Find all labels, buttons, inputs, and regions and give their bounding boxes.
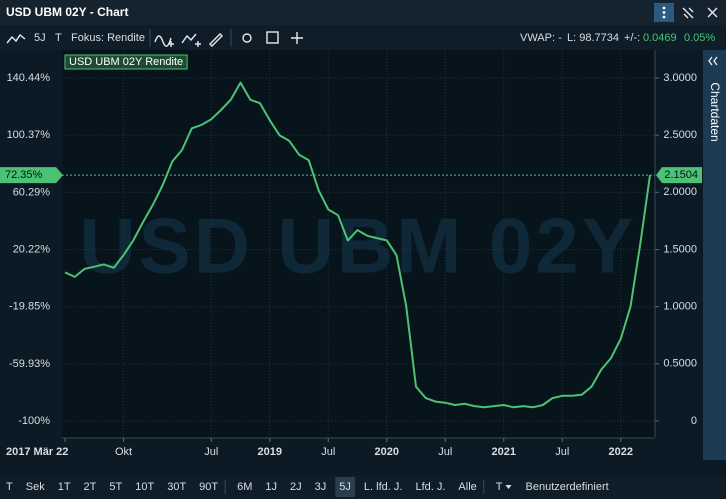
x-tick-label: 2020 bbox=[375, 446, 399, 458]
expand-icon[interactable] bbox=[708, 56, 718, 66]
last-price: L: 98.7734 bbox=[567, 32, 619, 44]
current-flag-right bbox=[656, 167, 702, 184]
y-tick-label: 2.0000 bbox=[663, 186, 697, 198]
settings-icon[interactable] bbox=[242, 33, 252, 43]
y-tick-label: 1.5000 bbox=[663, 243, 697, 255]
x-tick-label: Jul bbox=[555, 446, 569, 458]
chart-type-icon[interactable] bbox=[6, 33, 26, 44]
series-line bbox=[64, 81, 651, 409]
range-buttons: T Sek 1T 2T 5T 10T 30T 90T 6M 1J 2J 3J 5J L. lfd. J. L… bbox=[6, 477, 609, 497]
x-tick-label: Jul bbox=[438, 446, 452, 458]
range-button-label[interactable]: 3J bbox=[315, 481, 327, 493]
y2-tick-label: -100% bbox=[18, 415, 50, 427]
close-icon[interactable] bbox=[707, 7, 718, 18]
range-button-label[interactable]: 90T bbox=[199, 481, 218, 493]
watermark: USD UBM 02Y bbox=[79, 202, 636, 290]
window-title: USD UBM 02Y - Chart bbox=[6, 5, 128, 19]
unlink-icon[interactable] bbox=[682, 7, 694, 19]
y-tick-label: 0 bbox=[691, 415, 697, 427]
range-button-label[interactable]: 2J bbox=[290, 481, 302, 493]
plot-area bbox=[62, 50, 655, 438]
change-label: +/-: bbox=[624, 32, 640, 44]
crosshair-icon[interactable] bbox=[291, 32, 303, 44]
compare-icon[interactable] bbox=[181, 33, 201, 47]
range-button-label[interactable]: Lfd. J. bbox=[415, 481, 445, 493]
range-bar bbox=[0, 475, 726, 499]
range-button-label[interactable]: 5T bbox=[109, 481, 122, 493]
y-tick-label: 2.5000 bbox=[663, 129, 697, 141]
current-label-right: 2.1504 bbox=[664, 169, 698, 181]
range-button[interactable] bbox=[335, 477, 355, 497]
legend-label: USD UBM 02Y Rendite bbox=[69, 56, 183, 68]
y-tick-label: 3.0000 bbox=[663, 72, 697, 84]
x-tick-label: Jul bbox=[204, 446, 218, 458]
y2-tick-label: 140.44% bbox=[7, 72, 51, 84]
range-button-label[interactable]: T bbox=[6, 481, 13, 493]
x-tick-label: 2022 bbox=[609, 446, 633, 458]
y-tick-label: 1.0000 bbox=[663, 301, 697, 313]
legend-box bbox=[64, 54, 188, 70]
current-label-left: 72.35% bbox=[5, 169, 43, 181]
current-flag-left bbox=[0, 167, 63, 184]
vwap: VWAP: - bbox=[520, 32, 562, 44]
title-bar bbox=[0, 0, 726, 25]
change: 0.0469 bbox=[643, 32, 677, 44]
y2-tick-label: -59.93% bbox=[9, 358, 50, 370]
range-button-label[interactable]: 30T bbox=[167, 481, 186, 493]
side-panel[interactable] bbox=[703, 50, 726, 460]
plot: -100% -59.93% -19.85% 20.22% 60.29% 100.37% 14… bbox=[0, 50, 702, 458]
layout-icon[interactable] bbox=[266, 31, 279, 44]
change-pct: 0.05% bbox=[684, 32, 715, 44]
y2-tick-label: -19.85% bbox=[9, 301, 50, 313]
focus-button[interactable]: Fokus: Rendite bbox=[71, 32, 145, 44]
y-tick-label: 0.5000 bbox=[663, 358, 697, 370]
range-button-label[interactable]: 2T bbox=[84, 481, 97, 493]
y2-tick-label: 100.37% bbox=[7, 129, 51, 141]
period-button[interactable]: 5J bbox=[34, 32, 46, 44]
x-tick-label: Okt bbox=[115, 446, 132, 458]
y2-tick-label: 20.22% bbox=[13, 243, 51, 255]
toolbar bbox=[0, 25, 726, 50]
x-tick-label: Jul bbox=[321, 446, 335, 458]
range-button-label[interactable]: 1T bbox=[58, 481, 71, 493]
side-tab[interactable]: Chartdaten bbox=[708, 82, 722, 141]
dropdown-arrow bbox=[505, 485, 512, 489]
range-button-label[interactable]: Benutzerdefiniert bbox=[526, 481, 609, 493]
range-button-label[interactable]: 1J bbox=[265, 481, 277, 493]
range-button-label[interactable]: L. lfd. J. bbox=[364, 481, 403, 493]
range-button-label[interactable]: 5J bbox=[339, 481, 351, 493]
range-button-label[interactable]: Sek bbox=[26, 481, 45, 493]
range-button-label[interactable]: 10T bbox=[135, 481, 154, 493]
x-tick-label: 2017 Mär 22 bbox=[6, 446, 68, 458]
y2-tick-label: 60.29% bbox=[13, 186, 51, 198]
menu-icon bbox=[662, 6, 666, 19]
type-button[interactable]: T bbox=[55, 32, 62, 44]
indicator-icon[interactable] bbox=[154, 35, 174, 47]
range-button-label[interactable]: T bbox=[496, 481, 503, 493]
draw-icon[interactable] bbox=[209, 33, 223, 47]
x-tick-label: 2021 bbox=[492, 446, 516, 458]
range-button-label[interactable]: Alle bbox=[458, 481, 476, 493]
x-tick-label: 2019 bbox=[258, 446, 282, 458]
range-button-label[interactable]: 6M bbox=[237, 481, 252, 493]
